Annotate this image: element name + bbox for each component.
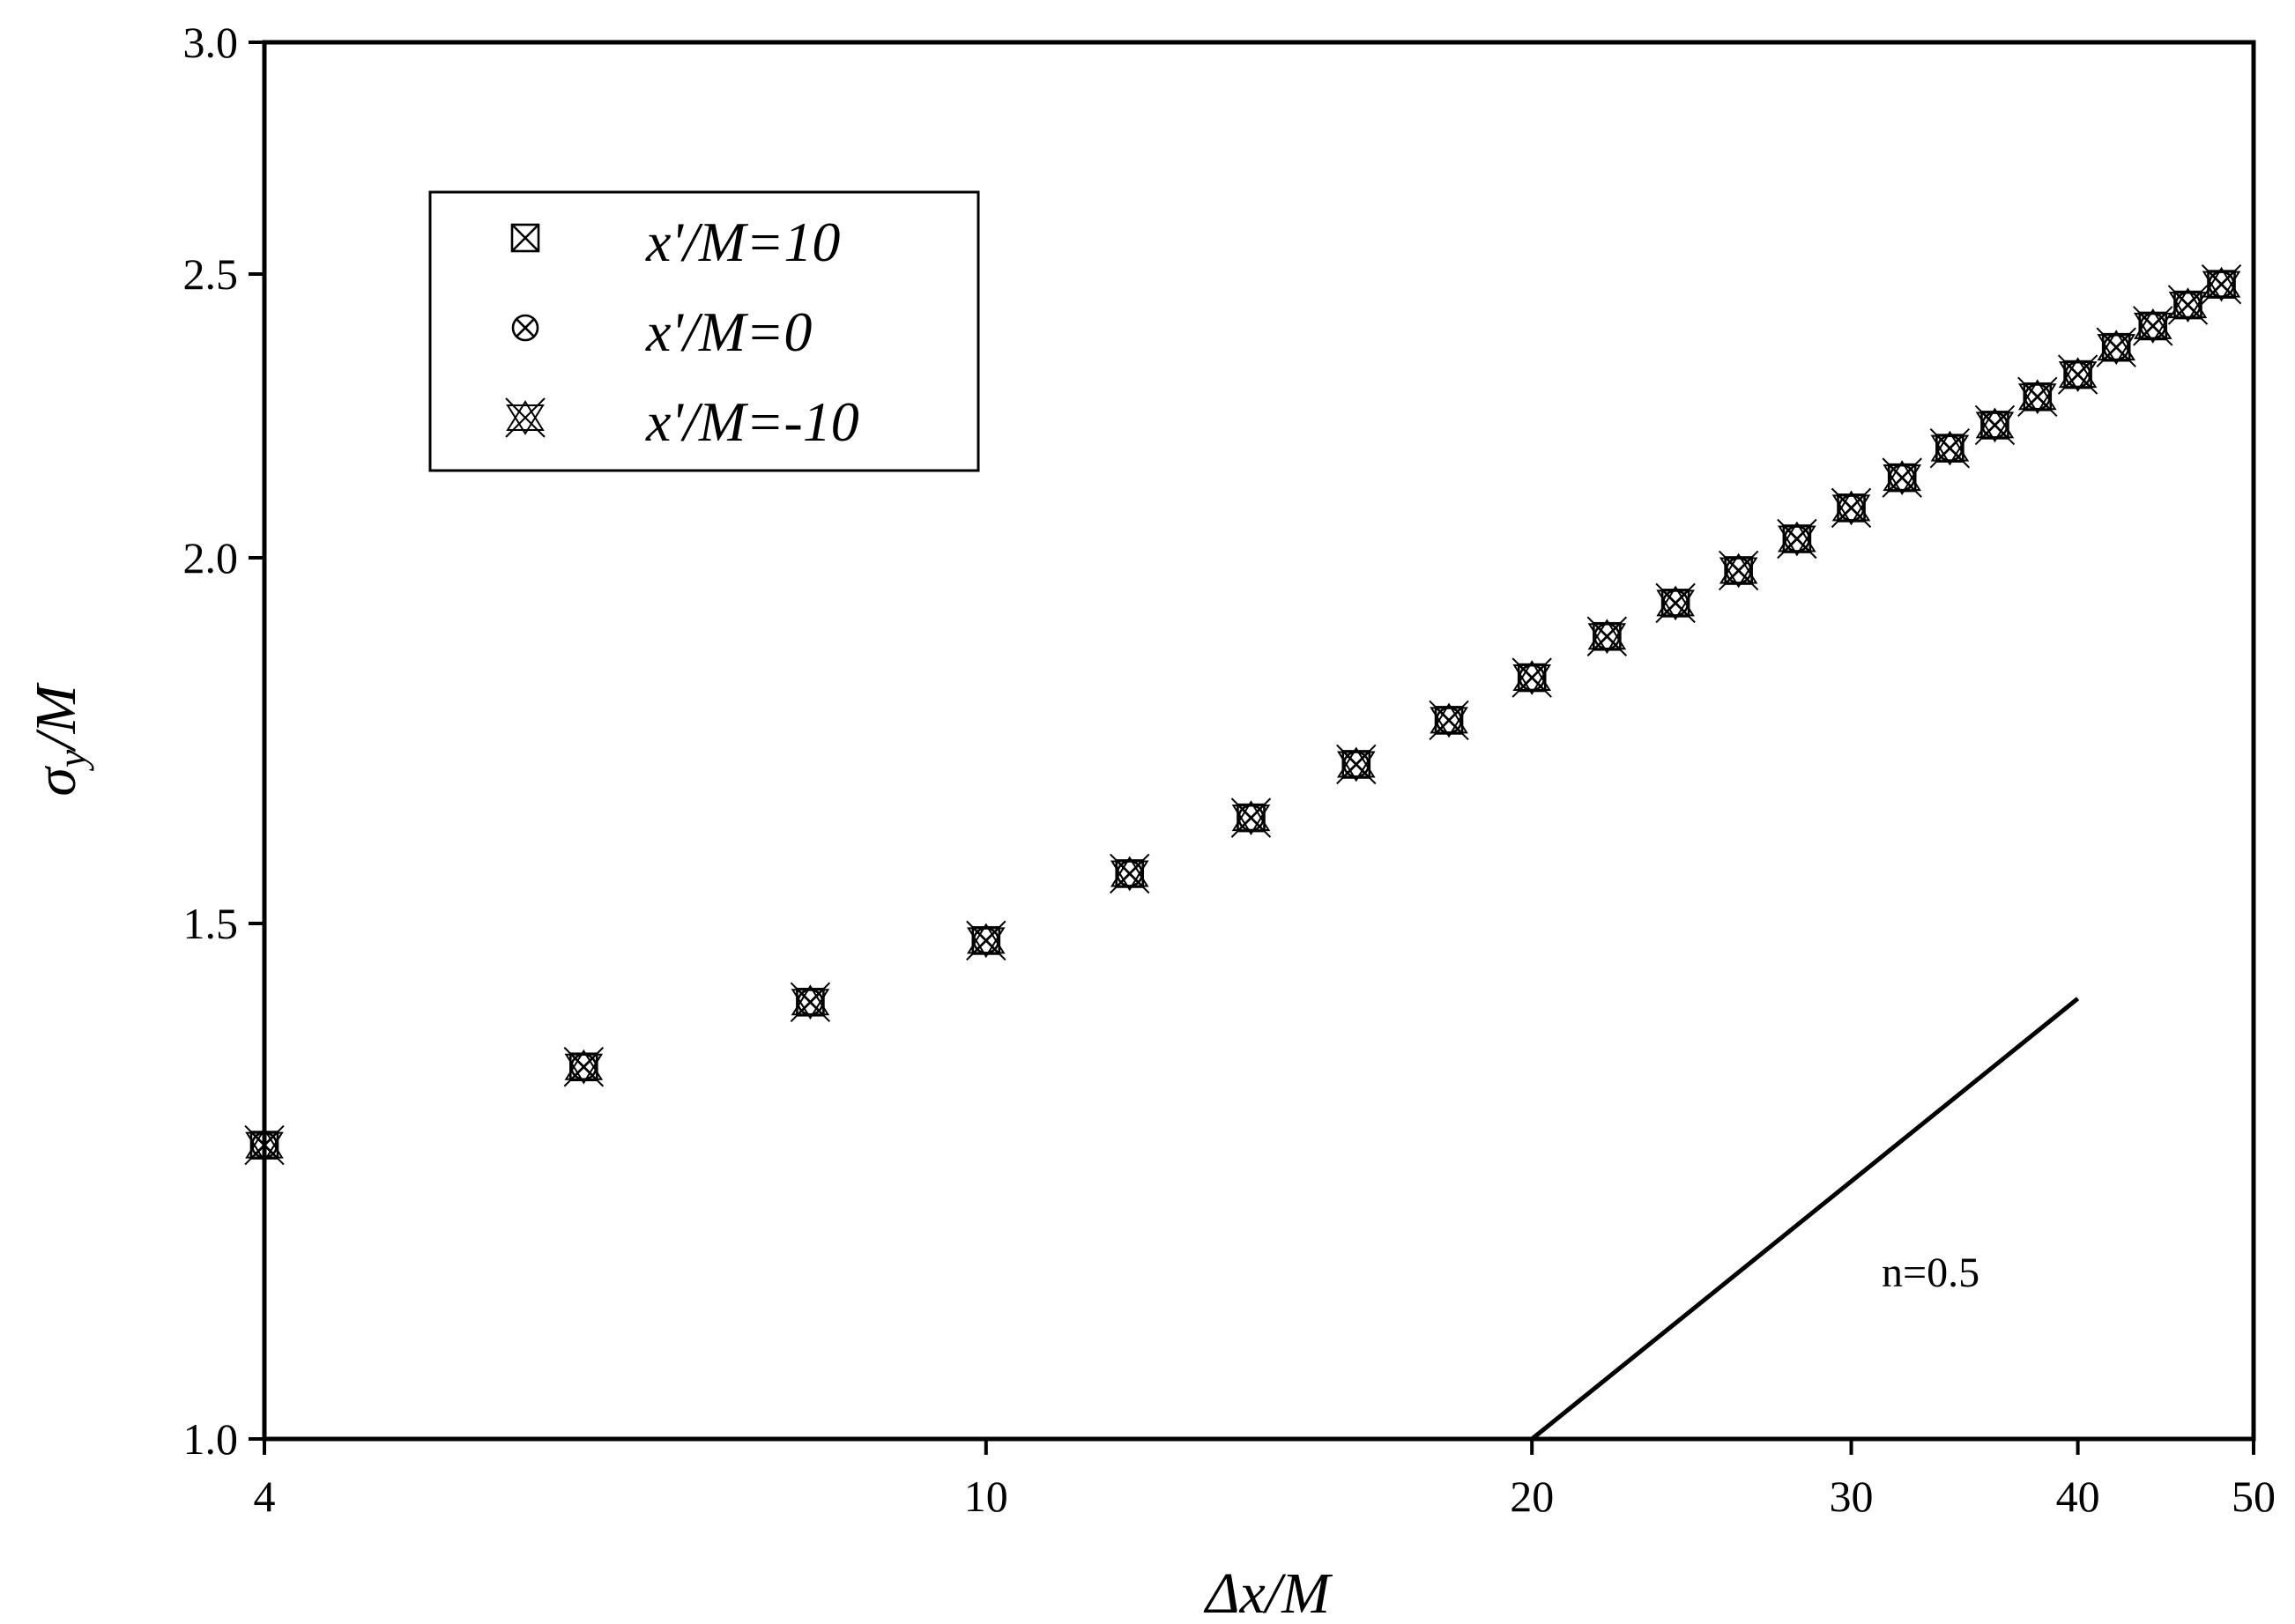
plot-marks: [244, 263, 2242, 1166]
legend-marker: [511, 314, 539, 342]
data-point: [1777, 518, 1817, 560]
y-tick-label: 2.0: [183, 533, 239, 582]
data-point: [2017, 376, 2058, 417]
legend-marker: [510, 223, 540, 253]
y-tick-label: 2.5: [183, 249, 239, 299]
y-tick-label: 3.0: [183, 18, 239, 67]
data-point: [1718, 550, 1759, 591]
data-point: [1230, 797, 1272, 838]
data-point: [1110, 853, 1150, 894]
data-point: [1655, 582, 1696, 624]
axis-ticks: 4 10 20 30 40 50 1.0 1.5 2.0 2.5 3.0: [183, 18, 2276, 1521]
data-point: [2167, 285, 2209, 325]
y-axis-title: σy/M: [24, 681, 94, 796]
x-tick-label: 30: [1830, 1472, 1874, 1521]
data-point: [1929, 427, 1971, 469]
x-axis-title: Δx/M: [1203, 1561, 1333, 1624]
legend: x'/M=10 x'/M=0 x'/M=-10: [428, 190, 980, 472]
data-point: [1336, 744, 1377, 785]
y-tick-label: 1.5: [183, 899, 239, 948]
data-point: [1511, 657, 1552, 698]
data-point: [966, 920, 1006, 961]
x-tick-label: 20: [1510, 1472, 1554, 1521]
data-point: [2133, 306, 2173, 346]
y-tick-label: 1.0: [183, 1414, 239, 1464]
x-tick-label: 50: [2232, 1472, 2276, 1521]
series-2: [244, 263, 2242, 1166]
data-point: [1586, 616, 1628, 656]
x-tick-label: 40: [2056, 1472, 2100, 1521]
x-tick-label: 4: [254, 1472, 276, 1521]
data-point: [2057, 354, 2098, 395]
legend-entry-label: x'/M=-10: [645, 390, 859, 453]
reference-line: [1530, 997, 2080, 1441]
data-point: [1882, 457, 1922, 498]
data-point: [1974, 404, 2016, 446]
data-point: [1429, 700, 1469, 741]
reference-line-group: n=0.5: [1530, 997, 2080, 1441]
reference-line-label: n=0.5: [1882, 1250, 1979, 1296]
data-point: [2096, 327, 2136, 367]
legend-marker: [505, 397, 546, 438]
legend-entry-label: x'/M=0: [645, 300, 812, 363]
data-point: [1831, 487, 1872, 529]
x-tick-label: 10: [964, 1472, 1008, 1521]
y-axis-title-main: σ: [24, 766, 88, 797]
y-axis-title-sub: y: [49, 749, 94, 771]
data-point: [563, 1047, 605, 1087]
legend-entry-label: x'/M=10: [645, 211, 840, 273]
y-axis-title-rest: /M: [24, 681, 88, 753]
data-point: [2201, 263, 2242, 305]
plot-frame: [262, 40, 2256, 1442]
data-point: [790, 982, 831, 1023]
